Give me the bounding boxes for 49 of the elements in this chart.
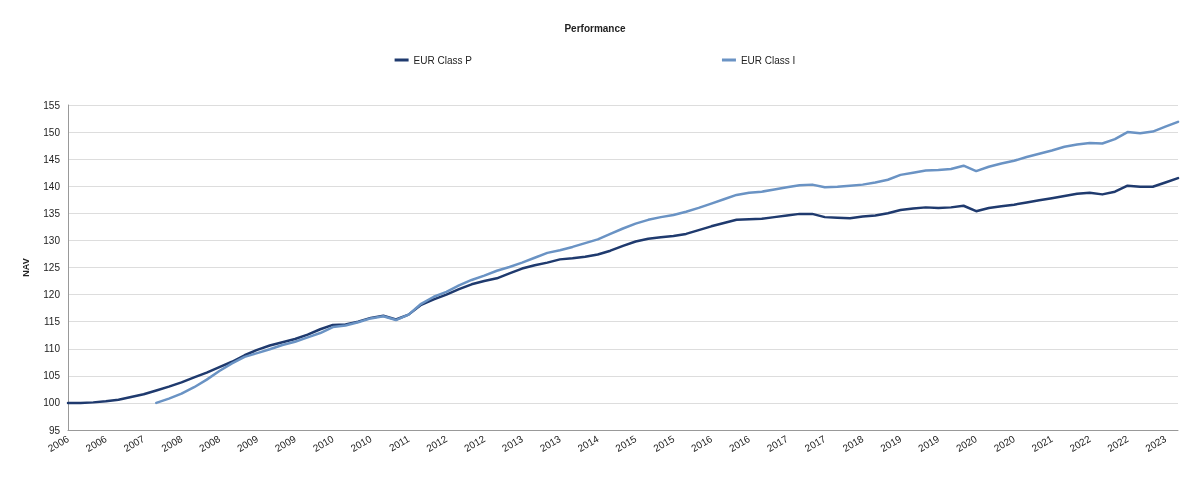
x-tick-label: 2010 [348, 433, 374, 454]
x-tick-label: 2008 [197, 433, 223, 454]
x-tick-label: 2007 [121, 433, 147, 454]
x-tick-label: 2019 [878, 433, 904, 454]
x-tick-label: 2014 [575, 433, 601, 454]
x-tick-label: 2023 [1143, 433, 1169, 454]
y-tick-label: 150 [43, 126, 61, 138]
x-tick-label: 2009 [235, 433, 261, 454]
y-axis-title: NAV [20, 258, 31, 277]
legend-label: EUR Class I [740, 54, 796, 66]
x-tick-label: 2020 [992, 433, 1018, 454]
y-tick-label: 110 [44, 343, 61, 355]
x-tick-label: 2006 [46, 433, 72, 454]
legend-label: EUR Class P [413, 54, 473, 66]
x-tick-label: 2015 [613, 433, 639, 454]
x-tick-label: 2016 [689, 433, 715, 454]
y-tick-label: 125 [43, 262, 61, 273]
y-tick-label: 105 [43, 370, 61, 382]
x-tick-label: 2022 [1105, 433, 1131, 454]
x-tick-label: 2021 [1029, 433, 1055, 454]
y-tick-label: 145 [43, 153, 61, 165]
x-tick-label: 2015 [651, 433, 677, 454]
x-tick-label: 2022 [1067, 433, 1093, 454]
line-series [155, 120, 1180, 405]
x-tick-label: 2012 [462, 433, 488, 454]
x-tick-label: 2016 [727, 433, 753, 454]
chart-title: Performance [564, 22, 627, 34]
y-tick-label: 100 [43, 397, 61, 409]
y-tick-label: 95 [48, 424, 61, 436]
x-tick-label: 2008 [159, 433, 185, 454]
x-tick-label: 2018 [840, 433, 866, 454]
x-tick-label: 2020 [954, 433, 980, 454]
x-tick-label: 2013 [500, 433, 526, 454]
x-tick-label: 2017 [802, 433, 828, 454]
y-tick-label: 130 [43, 234, 61, 246]
x-tick-label: 2013 [537, 433, 564, 454]
y-tick-label: 115 [44, 316, 61, 328]
x-tick-label: 2019 [916, 433, 942, 454]
x-tick-label: 2010 [310, 433, 337, 454]
line-series [66, 176, 1180, 405]
y-tick-label: 135 [43, 207, 61, 219]
x-tick-label: 2009 [273, 433, 299, 454]
y-tick-label: 155 [43, 99, 61, 111]
y-tick-label: 140 [43, 180, 61, 192]
x-tick-label: 2012 [424, 433, 450, 454]
x-tick-label: 2017 [764, 433, 791, 454]
y-tick-label: 120 [43, 289, 61, 301]
x-tick-label: 2006 [83, 433, 109, 454]
x-tick-label: 2011 [387, 433, 412, 454]
